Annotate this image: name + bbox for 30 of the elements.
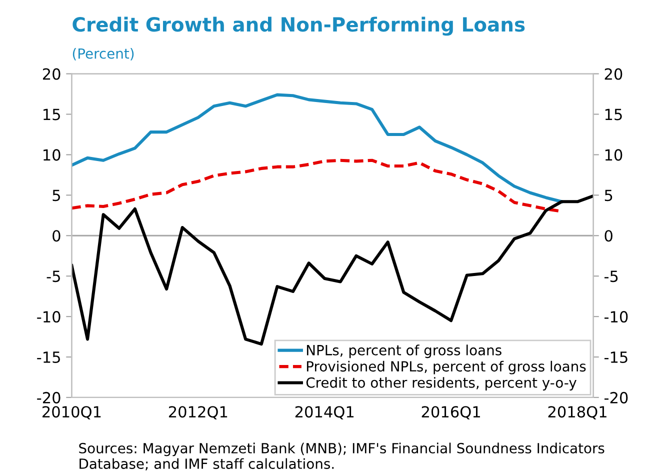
y-tick-label: 5 <box>52 190 60 202</box>
y2-tick-label: -15 <box>604 352 628 364</box>
chart-title: Credit Growth and Non-Performing Loans <box>72 16 525 36</box>
y2-tick-label: 0 <box>604 230 612 242</box>
y2-tick-label: -5 <box>604 270 618 282</box>
x-tick-label: 2018Q1 <box>548 406 606 420</box>
legend-label: Provisioned NPLs, percent of gross loans <box>306 360 586 374</box>
source-note: Sources: Magyar Nemzeti Bank (MNB); IMF's Financial Soundness Indicators Database; and IMF staff calculations. <box>79 442 604 470</box>
y2-tick-label: -20 <box>604 392 628 404</box>
y2-tick-label: 10 <box>605 149 622 161</box>
legend-label: Credit to other residents, percent y-o-y <box>306 377 576 391</box>
chart-subtitle: (Percent) <box>72 48 134 60</box>
x-tick-label: 2010Q1 <box>42 406 101 420</box>
y-tick-label: 15 <box>44 108 60 120</box>
y-tick-label: 0 <box>52 230 60 242</box>
y-tick-label: -5 <box>46 270 60 282</box>
y2-tick-label: 20 <box>604 68 622 80</box>
x-tick-label: 2016Q1 <box>422 406 480 420</box>
y-tick-label: -20 <box>37 392 60 404</box>
y-tick-label: 10 <box>44 149 60 161</box>
y-tick-label: -15 <box>37 352 60 364</box>
line-series <box>72 93 564 204</box>
y2-tick-label: -10 <box>604 311 628 323</box>
x-tick-label: 2014Q1 <box>295 406 354 420</box>
y-tick-label: -10 <box>37 311 60 323</box>
y-tick-label: 20 <box>42 68 60 80</box>
legend-label: NPLs, percent of gross loans <box>306 344 502 358</box>
x-tick-label: 2012Q1 <box>168 406 228 420</box>
y2-tick-label: 15 <box>605 108 622 120</box>
y2-tick-label: 5 <box>604 190 612 202</box>
